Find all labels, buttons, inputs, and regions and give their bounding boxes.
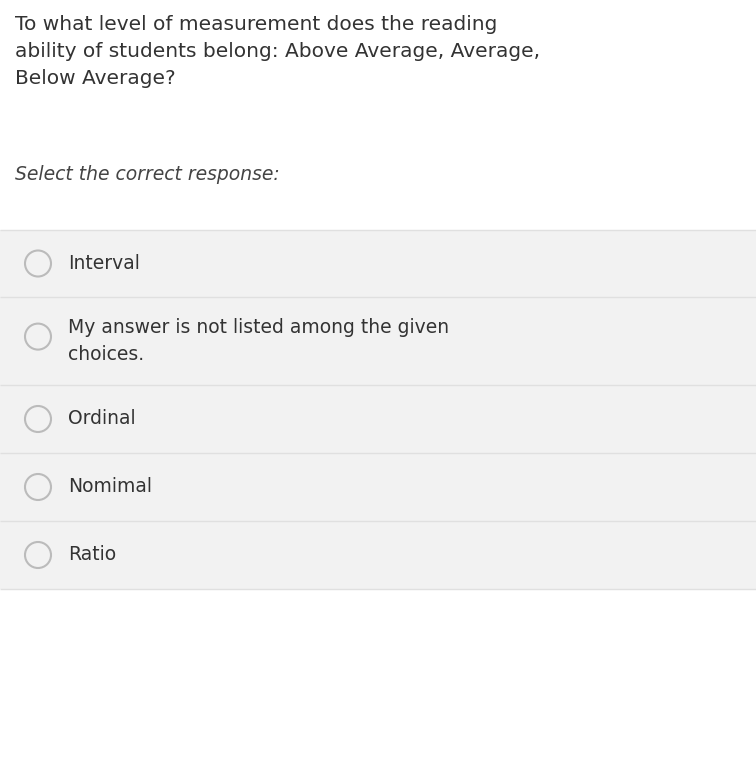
Text: Select the correct response:: Select the correct response: <box>15 165 280 184</box>
Text: Ratio: Ratio <box>68 546 116 565</box>
Text: Ordinal: Ordinal <box>68 410 135 429</box>
Bar <box>0 297 756 385</box>
Text: My answer is not listed among the given
choices.: My answer is not listed among the given … <box>68 318 449 364</box>
Circle shape <box>25 474 51 500</box>
Text: Nomimal: Nomimal <box>68 478 152 497</box>
Circle shape <box>25 542 51 568</box>
Bar <box>0 230 756 297</box>
Bar <box>0 521 756 589</box>
Text: Interval: Interval <box>68 254 140 273</box>
Text: To what level of measurement does the reading
ability of students belong: Above : To what level of measurement does the re… <box>15 15 540 88</box>
Bar <box>0 385 756 453</box>
Circle shape <box>25 406 51 432</box>
Circle shape <box>25 324 51 350</box>
Bar <box>0 453 756 521</box>
Circle shape <box>25 250 51 277</box>
